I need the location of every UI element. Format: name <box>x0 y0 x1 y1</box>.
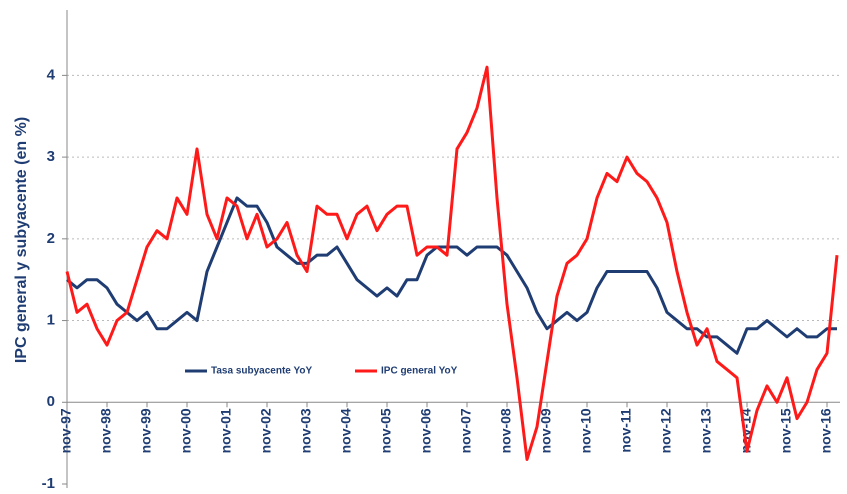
x-tick-label: nov-03 <box>298 408 314 453</box>
x-tick-label: nov-99 <box>138 408 154 453</box>
series-line <box>66 196 837 355</box>
x-tick-label: nov-08 <box>498 408 514 453</box>
x-tick-label: nov-00 <box>178 408 194 453</box>
x-tick-label: nov-01 <box>218 408 234 453</box>
x-tick-label: nov-10 <box>578 408 594 453</box>
x-tick-label: nov-13 <box>698 408 714 453</box>
x-tick-label: nov-05 <box>378 408 394 453</box>
x-tick-label: nov-16 <box>818 408 834 453</box>
x-tick-label: nov-12 <box>658 408 674 453</box>
x-tick-label: nov-06 <box>418 408 434 453</box>
y-tick-label: 3 <box>47 148 55 165</box>
legend-label: IPC general YoY <box>381 366 458 377</box>
series-line <box>65 65 839 461</box>
x-tick-label: nov-02 <box>258 408 274 453</box>
x-tick-label: nov-97 <box>58 408 74 453</box>
x-tick-label: nov-09 <box>538 408 554 453</box>
x-tick-label: nov-04 <box>338 408 354 453</box>
y-tick-label: 2 <box>47 230 55 247</box>
x-tick-label: nov-15 <box>778 408 794 453</box>
y-axis-title: IPC general y subyacente (en %) <box>13 117 30 363</box>
x-tick-label: nov-07 <box>458 408 474 453</box>
y-tick-label: 0 <box>47 393 55 410</box>
x-tick-label: nov-11 <box>618 408 634 453</box>
y-tick-label: 4 <box>47 66 56 83</box>
legend-label: Tasa subyacente YoY <box>211 366 312 377</box>
y-tick-label: -1 <box>42 475 55 492</box>
y-tick-label: 1 <box>47 312 55 329</box>
x-tick-label: nov-98 <box>98 408 114 453</box>
